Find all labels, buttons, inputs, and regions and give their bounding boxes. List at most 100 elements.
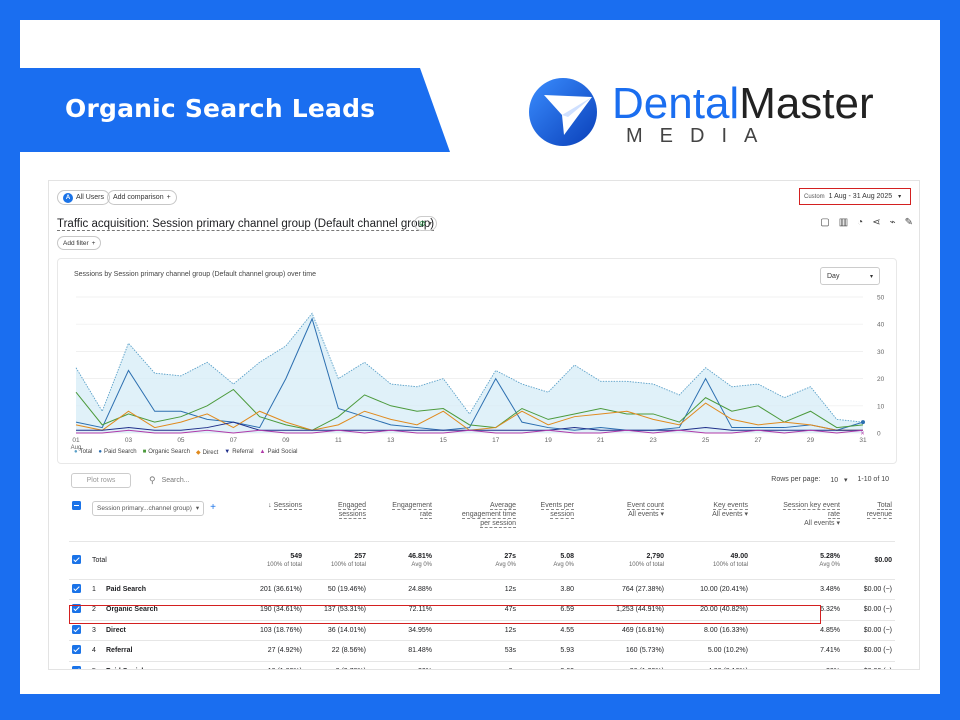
legend-item[interactable]: ■ Organic Search <box>143 449 190 456</box>
total-label: Total <box>89 541 253 580</box>
rows-per-page-label: Rows per page: <box>771 476 821 483</box>
table-row[interactable]: 4 Referral 27 (4.92%) 22 (8.56%) 81.48% … <box>69 640 895 662</box>
segment-chip[interactable]: A All Users <box>57 190 111 205</box>
plot-rows-button[interactable]: Plot rows <box>71 473 131 488</box>
legend-swatch-icon: ● <box>74 449 78 455</box>
col-sessions[interactable]: ↓ Sessions <box>253 497 305 542</box>
dimension-select[interactable]: Session primary...channel group) ▾ <box>92 501 205 516</box>
select-all-cell[interactable] <box>69 497 89 542</box>
row-channel: Paid Search <box>103 579 253 600</box>
select-all-checkbox[interactable] <box>72 501 81 510</box>
x-tick-label: 07 <box>230 437 238 444</box>
table-toolbar: Plot rows ⚲ Search... Rows per page: 10 … <box>57 471 897 489</box>
ga-top-bar: A All Users Add comparison + Custom 1 Au… <box>49 181 919 211</box>
report-title: Traffic acquisition: Session primary cha… <box>57 218 435 231</box>
table-row[interactable]: 3 Direct 103 (18.76%) 36 (14.01%) 34.95%… <box>69 620 895 641</box>
chevron-down-icon: ▾ <box>836 520 840 527</box>
add-comparison-label: Add comparison <box>113 194 164 201</box>
legend-swatch-icon: ◆ <box>195 450 201 456</box>
add-filter-button[interactable]: Add filter + <box>57 236 102 250</box>
x-tick-label: 09 <box>282 437 290 444</box>
compare-icon[interactable]: ▥ <box>838 217 849 228</box>
x-tick-label: 29 <box>807 437 815 444</box>
table-row[interactable]: 1 Paid Search 201 (36.61%) 50 (19.46%) 2… <box>69 579 895 600</box>
chart-card: 0 10 20 30 40 50 01 Aug 03 05 07 09 11 13 15 17 19 21 23 25… <box>57 258 897 464</box>
table-row-highlighted[interactable]: 2 Organic Search 190 (34.61%) 137 (53.31… <box>69 599 895 621</box>
col-avg-engagement-time[interactable]: Average engagement time per session <box>435 497 519 542</box>
chevron-down-icon: ▾ <box>744 511 748 518</box>
legend-item[interactable]: ● Total <box>74 449 92 456</box>
x-tick-label: 31 <box>859 437 867 444</box>
legend-item[interactable]: ◆ Direct <box>196 449 218 456</box>
x-tick-label: 25 <box>702 437 710 444</box>
date-range-value: 1 Aug - 31 Aug 2025 <box>828 193 893 200</box>
sort-arrow-icon: ↓ <box>268 502 274 509</box>
legend-item[interactable]: ● Paid Search <box>98 449 136 456</box>
table-header-row: Session primary...channel group) ▾ + ↓ Se… <box>69 497 895 542</box>
legend-label: Referral <box>232 449 254 455</box>
col-total-revenue[interactable]: Total revenue <box>843 497 895 542</box>
logo-subtitle: MEDIA <box>626 125 775 147</box>
search-input[interactable]: Search... <box>161 477 190 484</box>
add-filter-label: Add filter <box>63 239 89 247</box>
pencil-icon[interactable]: ✎ <box>904 217 913 228</box>
y-tick-label: 40 <box>877 322 885 329</box>
col-session-key-event-rate[interactable]: Session key event rate All events ▾ <box>751 497 843 542</box>
legend-label: Total <box>79 449 93 455</box>
row-channel: Paid Social <box>103 661 253 669</box>
x-tick-label: 03 <box>125 437 133 444</box>
x-tick-label: 17 <box>492 437 500 444</box>
add-comparison-button[interactable]: Add comparison + <box>107 190 177 205</box>
series-line-paid-search <box>75 317 864 431</box>
rows-per-page-select[interactable]: 10 ▾ <box>830 477 848 484</box>
row-checkbox[interactable] <box>72 665 81 669</box>
report-toolbar: ▢ ▥ ◔ ⋖ ⌁ ✎ <box>820 217 913 228</box>
legend-swatch-icon: ▼ <box>224 449 231 455</box>
row-checkbox[interactable] <box>72 604 81 614</box>
search-icon: ⚲ <box>149 475 156 485</box>
row-checkbox[interactable] <box>72 624 81 634</box>
table-row[interactable]: 5 Paid Social 10 (1.82%) 2 (0.78%) 20% 0… <box>69 661 895 669</box>
col-engaged-sessions[interactable]: Engaged sessions <box>305 497 369 542</box>
pagination-range: 1-10 of 10 <box>857 476 889 483</box>
report-status-chip[interactable]: ⊘ ▾ <box>414 216 437 231</box>
col-engagement-rate[interactable]: Engagement rate <box>369 497 435 542</box>
chart-legend: ● Total ● Paid Search ■ Organic Search ◆ Direct… <box>74 449 298 456</box>
x-tick-label: 27 <box>754 437 762 444</box>
data-table: Session primary...channel group) ▾ + ↓ Se… <box>69 497 895 669</box>
share-icon[interactable]: ⋖ <box>872 217 881 228</box>
legend-label: Organic Search <box>148 449 190 455</box>
x-tick-label: 15 <box>440 437 448 444</box>
y-tick-label: 20 <box>877 376 885 383</box>
date-range-picker[interactable]: Custom 1 Aug - 31 Aug 2025 ▾ <box>799 188 911 205</box>
total-checkbox[interactable] <box>72 554 81 564</box>
x-tick-label: 23 <box>650 437 658 444</box>
row-checkbox[interactable] <box>72 645 81 655</box>
series-end-marker <box>861 420 865 425</box>
row-checkbox[interactable] <box>72 583 81 593</box>
chevron-down-icon: ▾ <box>195 505 200 512</box>
dimension-header: Session primary...channel group) ▾ + <box>89 497 253 542</box>
col-event-count[interactable]: Event count All events ▾ <box>577 497 667 542</box>
table-search[interactable]: ⚲ Search... <box>149 475 190 486</box>
legend-item[interactable]: ▼ Referral <box>224 449 253 456</box>
chart-title: Sessions by Session primary channel grou… <box>74 271 317 278</box>
series-line-organic-search <box>75 388 864 431</box>
edit-comparison-icon[interactable]: ▢ <box>820 217 830 228</box>
add-dimension-icon[interactable]: + <box>210 502 216 513</box>
x-tick-label: 05 <box>177 437 185 444</box>
row-channel: Organic Search <box>103 599 253 621</box>
trend-icon[interactable]: ⌁ <box>889 217 896 228</box>
insights-icon[interactable]: ◔ <box>857 217 864 228</box>
promo-card: Organic Search Leads DentalMaster MEDIA … <box>20 20 940 694</box>
y-tick-label: 30 <box>877 349 885 356</box>
col-key-events[interactable]: Key events All events ▾ <box>667 497 751 542</box>
x-tick-label: 21 <box>597 437 605 444</box>
title-banner: Organic Search Leads <box>20 68 450 152</box>
legend-item[interactable]: ▲ Paid Social <box>260 449 298 456</box>
y-tick-label: 50 <box>877 295 885 302</box>
x-tick-label: 19 <box>545 437 553 444</box>
granularity-select[interactable]: Day ▾ <box>820 267 880 285</box>
segment-label: All Users <box>76 194 105 201</box>
col-events-per-session[interactable]: Events per session <box>519 497 577 542</box>
